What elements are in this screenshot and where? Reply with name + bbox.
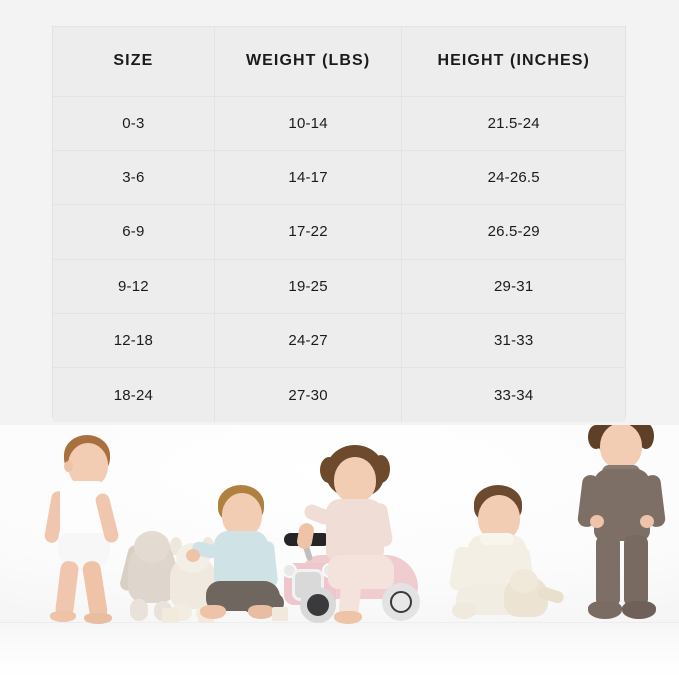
table-row: 3-6 14-17 24-26.5: [53, 150, 625, 206]
bunny-leg-left: [130, 599, 148, 621]
right-foot: [248, 605, 274, 619]
bare-foot: [334, 611, 362, 624]
right-leg: [81, 559, 109, 621]
table-row: 6-9 17-22 26.5-29: [53, 204, 625, 260]
cell-weight: 27-30: [214, 367, 403, 423]
toddler-sitting-cream-sleeper: [448, 485, 566, 623]
cell-size: 18-24: [53, 367, 215, 423]
toy-block: [162, 608, 179, 623]
table-row: 18-24 27-30 33-34: [53, 367, 625, 423]
toddler-walking-white-vest: [38, 433, 134, 624]
cell-size: 0-3: [53, 96, 215, 151]
cell-size: 12-18: [53, 313, 215, 369]
cell-height: 29-31: [401, 259, 625, 315]
cell-weight: 17-22: [214, 204, 403, 260]
table-row: 12-18 24-27 31-33: [53, 313, 625, 369]
toddler-sitting-blue-top: [186, 485, 296, 623]
bunny-head: [134, 531, 170, 563]
right-foot: [84, 613, 112, 624]
left-hand: [186, 549, 200, 562]
cell-height: 24-26.5: [401, 150, 625, 206]
cell-size: 3-6: [53, 150, 215, 206]
column-header-weight: WEIGHT (LBS): [214, 27, 403, 97]
left-foot: [200, 605, 226, 619]
column-header-size: SIZE: [53, 27, 215, 97]
cell-height: 26.5-29: [401, 204, 625, 260]
head: [334, 457, 376, 503]
left-leg: [596, 535, 620, 607]
plush-bunny-grey: [118, 527, 202, 623]
cell-weight: 14-17: [214, 150, 403, 206]
head: [600, 425, 642, 469]
right-hand: [640, 515, 654, 528]
cell-height: 31-33: [401, 313, 625, 369]
header-row: SIZE WEIGHT (LBS) HEIGHT (INCHES): [53, 27, 625, 97]
size-chart-header: SIZE WEIGHT (LBS) HEIGHT (INCHES): [53, 27, 625, 97]
taupe-sleeper-torso: [594, 469, 650, 541]
peter-pan-collar: [480, 533, 514, 545]
left-footed-foot: [588, 601, 622, 619]
left-foot: [50, 611, 76, 622]
cell-size: 6-9: [53, 204, 215, 260]
size-chart-container: SIZE WEIGHT (LBS) HEIGHT (INCHES) 0-3 10…: [52, 26, 626, 423]
cell-weight: 19-25: [214, 259, 403, 315]
right-leg: [624, 535, 648, 607]
blush-leggings: [328, 555, 394, 589]
rear-wheel-hubcap: [392, 593, 410, 611]
table-row: 0-3 10-14 21.5-24: [53, 96, 625, 151]
ear: [64, 461, 73, 472]
product-lifestyle-photo: [0, 425, 679, 679]
cell-height: 21.5-24: [401, 96, 625, 151]
left-hand: [590, 515, 604, 528]
cell-weight: 24-27: [214, 313, 403, 369]
column-header-height: HEIGHT (INCHES): [401, 27, 625, 97]
footed-foot: [452, 603, 476, 619]
cell-weight: 10-14: [214, 96, 403, 151]
head: [222, 493, 262, 537]
toddler-riding-pink-car: [295, 445, 430, 624]
left-leg: [54, 560, 80, 618]
toddler-standing-taupe-sleeper: [576, 425, 668, 623]
toy-block: [272, 607, 288, 621]
table-row: 9-12 19-25 29-31: [53, 259, 625, 315]
cell-height: 33-34: [401, 367, 625, 423]
right-footed-foot: [622, 601, 656, 619]
size-chart-table: SIZE WEIGHT (LBS) HEIGHT (INCHES) 0-3 10…: [53, 27, 625, 423]
blue-top-torso: [214, 531, 268, 587]
front-wheel: [300, 587, 336, 623]
glossy-floor: [0, 623, 679, 679]
cell-size: 9-12: [53, 259, 215, 315]
size-chart-body: 0-3 10-14 21.5-24 3-6 14-17 24-26.5 6-9 …: [53, 96, 625, 423]
plush-toy-head: [510, 569, 538, 593]
head: [68, 443, 108, 487]
